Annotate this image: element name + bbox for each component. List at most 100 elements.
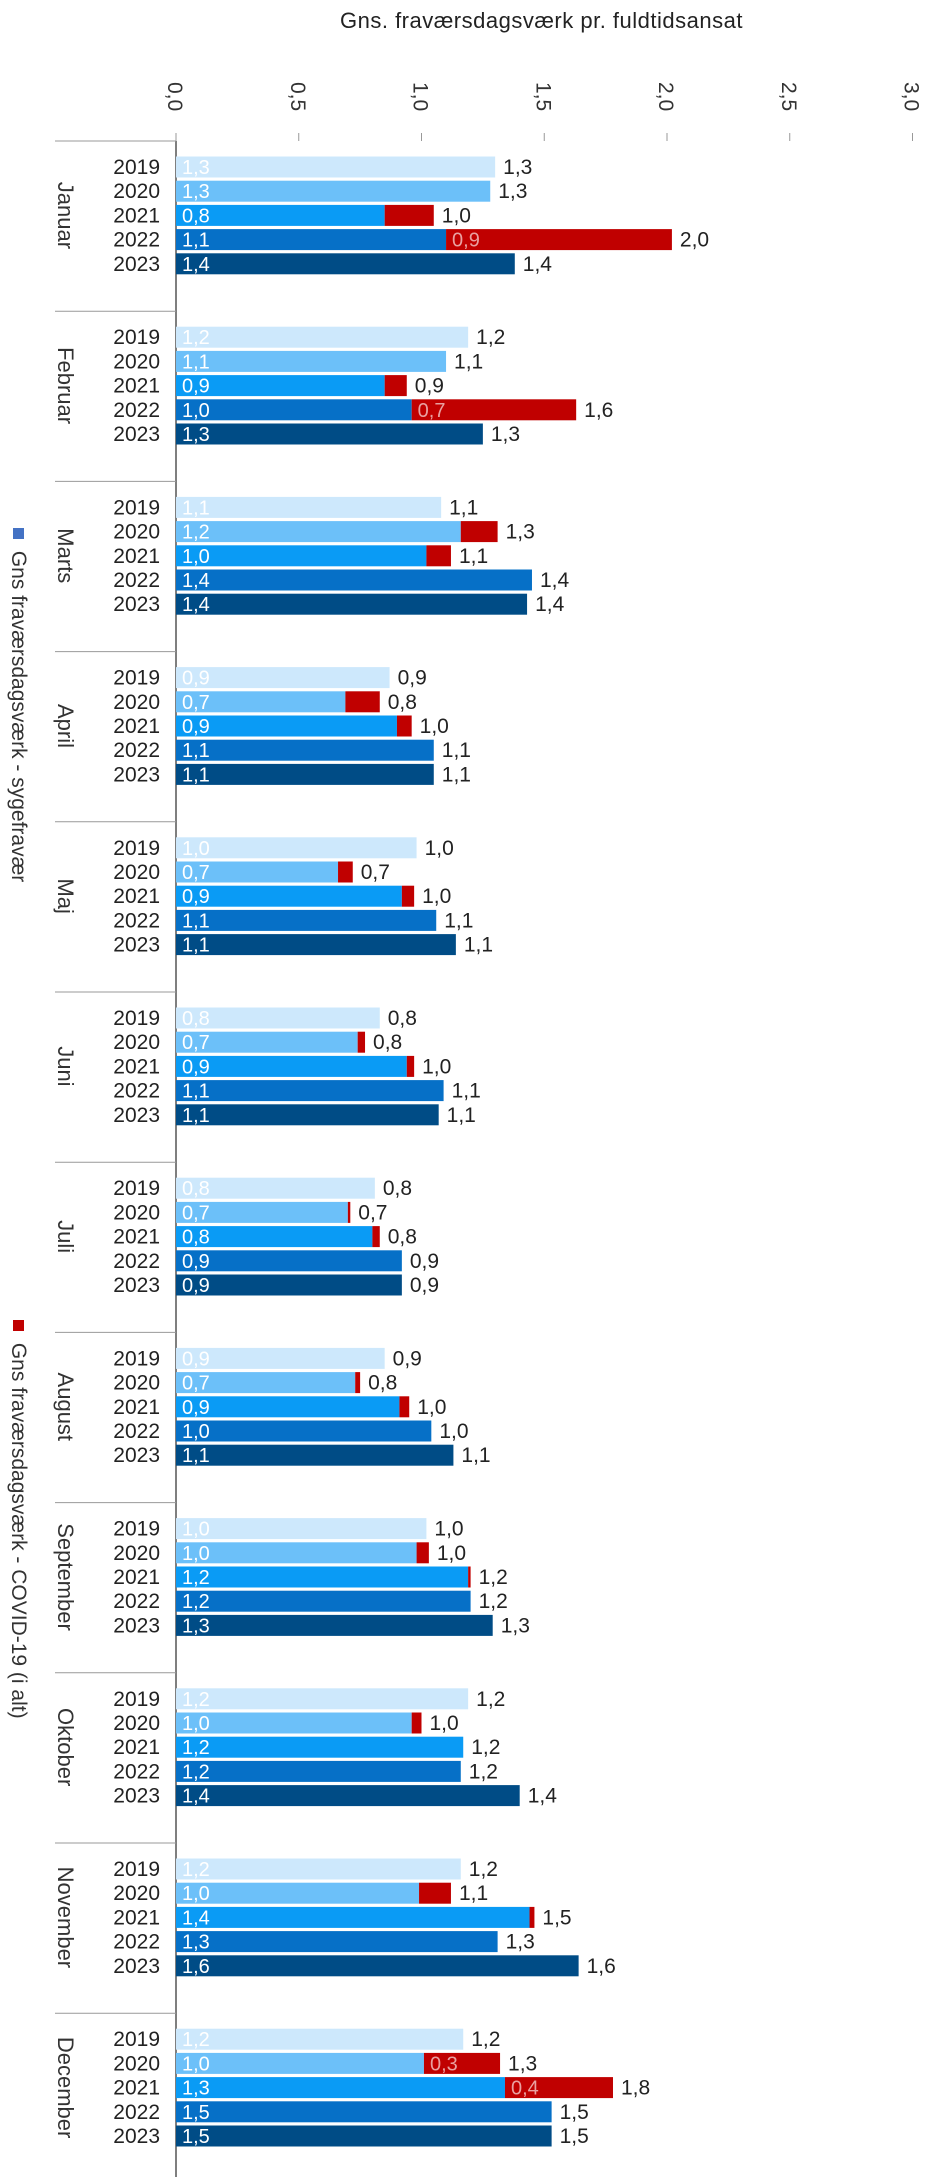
bar-value-sick: 1,1 bbox=[182, 497, 210, 519]
year-label: 2021 bbox=[113, 1226, 160, 1249]
bar-total-label: 1,4 bbox=[535, 593, 565, 616]
year-label: 2021 bbox=[113, 1396, 160, 1419]
bar-total-label: 0,8 bbox=[383, 1177, 412, 1200]
year-label: 2019 bbox=[113, 1347, 160, 1370]
legend-sygefravaer: Gns fraværsdagsværk - sygefravær bbox=[6, 528, 30, 882]
bar-value-sick: 1,1 bbox=[182, 1081, 210, 1103]
bar-total-label: 1,0 bbox=[442, 204, 471, 227]
bar-sick bbox=[176, 229, 447, 251]
bar-value-sick: 1,0 bbox=[182, 2053, 210, 2075]
year-label: 2020 bbox=[113, 521, 160, 544]
bar-covid bbox=[468, 1566, 471, 1588]
bar-covid bbox=[416, 1542, 429, 1564]
bar-value-sick: 0,9 bbox=[182, 1275, 210, 1297]
bar-value-sick: 0,9 bbox=[182, 886, 210, 908]
x-axis-title: Gns. fraværsdagsværk pr. fuldtidsansat bbox=[340, 8, 743, 33]
bar-total-label: 1,2 bbox=[471, 1736, 500, 1759]
bar-total-label: 0,7 bbox=[361, 861, 390, 884]
bar-total-label: 1,1 bbox=[442, 739, 471, 762]
bar-value-sick: 1,2 bbox=[182, 327, 210, 349]
bar-total-label: 1,6 bbox=[587, 1955, 616, 1978]
bar-value-sick: 1,2 bbox=[182, 1591, 210, 1613]
bar-value-sick: 0,8 bbox=[182, 205, 210, 227]
month-label: December bbox=[53, 2037, 78, 2138]
bar-value-sick: 0,7 bbox=[182, 692, 210, 714]
bar-value-sick: 1,1 bbox=[182, 230, 210, 252]
bar-value-sick: 0,7 bbox=[182, 1032, 210, 1054]
bar-value-sick: 0,9 bbox=[182, 716, 210, 738]
bar-sick bbox=[176, 1031, 358, 1053]
bar-value-sick: 1,3 bbox=[182, 157, 210, 179]
legend-covid: Gns fraværsdagsværk - COVID-19 (i alt) bbox=[6, 1320, 30, 1719]
bar-covid bbox=[446, 229, 672, 251]
bar-value-sick: 1,0 bbox=[182, 546, 210, 568]
x-tick-label: 2,5 bbox=[777, 82, 800, 111]
bar-value-sick: 0,8 bbox=[182, 1227, 210, 1249]
bar-value-sick: 1,1 bbox=[182, 910, 210, 932]
year-label: 2020 bbox=[113, 1712, 160, 1735]
bar-total-label: 0,7 bbox=[358, 1201, 387, 1224]
month-label: Januar bbox=[53, 182, 78, 249]
year-label: 2020 bbox=[113, 180, 160, 203]
bar-total-label: 1,8 bbox=[621, 2077, 650, 2100]
year-label: 2020 bbox=[113, 1031, 160, 1054]
bar-total-label: 1,3 bbox=[506, 521, 535, 544]
year-label: 2022 bbox=[113, 2101, 160, 2124]
bar-covid bbox=[399, 1396, 410, 1418]
bar-sick bbox=[176, 1882, 420, 1904]
bar-sick bbox=[176, 2101, 552, 2123]
bar-total-label: 1,5 bbox=[560, 2125, 589, 2148]
bar-covid bbox=[504, 2077, 613, 2099]
bar-covid bbox=[345, 691, 380, 713]
year-label: 2019 bbox=[113, 326, 160, 349]
bar-sick bbox=[176, 934, 456, 956]
bar-sick bbox=[176, 569, 532, 591]
year-label: 2020 bbox=[113, 1542, 160, 1565]
bar-sick bbox=[176, 691, 346, 713]
bar-sick bbox=[176, 1785, 520, 1807]
year-label: 2021 bbox=[113, 1906, 160, 1929]
year-label: 2023 bbox=[113, 1614, 160, 1637]
year-label: 2023 bbox=[113, 1955, 160, 1978]
bar-sick bbox=[176, 1590, 471, 1612]
bar-sick bbox=[176, 885, 402, 907]
bar-value-sick: 1,1 bbox=[182, 351, 210, 373]
x-tick-label: 1,0 bbox=[409, 82, 432, 111]
bar-value-sick: 1,2 bbox=[182, 1761, 210, 1783]
bar-total-label: 0,9 bbox=[415, 375, 444, 398]
bar-sick bbox=[176, 763, 434, 785]
bar-sick bbox=[176, 593, 528, 615]
year-label: 2019 bbox=[113, 2028, 160, 2051]
bar-value-sick: 1,4 bbox=[182, 1786, 210, 1808]
bar-covid bbox=[426, 545, 451, 567]
year-label: 2023 bbox=[113, 2125, 160, 2148]
bar-covid bbox=[338, 861, 353, 883]
bar-total-label: 1,1 bbox=[459, 1882, 488, 1905]
bar-total-label: 1,2 bbox=[469, 1858, 498, 1881]
bar-total-label: 1,0 bbox=[422, 885, 451, 908]
year-label: 2021 bbox=[113, 1566, 160, 1589]
bar-value-covid: 0,7 bbox=[418, 400, 446, 422]
bar-total-label: 1,1 bbox=[447, 1104, 476, 1127]
bar-sick bbox=[176, 253, 515, 275]
year-label: 2023 bbox=[113, 763, 160, 786]
bar-total-label: 1,1 bbox=[444, 909, 473, 932]
bar-covid bbox=[347, 1201, 351, 1223]
bar-covid bbox=[460, 521, 498, 543]
bar-total-label: 1,3 bbox=[501, 1614, 530, 1637]
bar-sick bbox=[176, 1712, 412, 1734]
bar-value-sick: 1,3 bbox=[182, 1932, 210, 1954]
bar-total-label: 1,0 bbox=[437, 1542, 466, 1565]
year-label: 2020 bbox=[113, 1882, 160, 1905]
bar-value-sick: 1,2 bbox=[182, 1689, 210, 1711]
bar-sick bbox=[176, 496, 442, 518]
bar-sick bbox=[176, 1688, 469, 1710]
year-label: 2022 bbox=[113, 1250, 160, 1273]
bar-total-label: 1,1 bbox=[452, 1080, 481, 1103]
bar-covid bbox=[411, 399, 577, 421]
bar-sick bbox=[176, 1420, 432, 1442]
bar-value-sick: 1,1 bbox=[182, 1445, 210, 1467]
bar-value-covid: 0,3 bbox=[430, 2053, 458, 2075]
bar-value-sick: 0,8 bbox=[182, 1008, 210, 1030]
bar-total-label: 1,1 bbox=[442, 763, 471, 786]
